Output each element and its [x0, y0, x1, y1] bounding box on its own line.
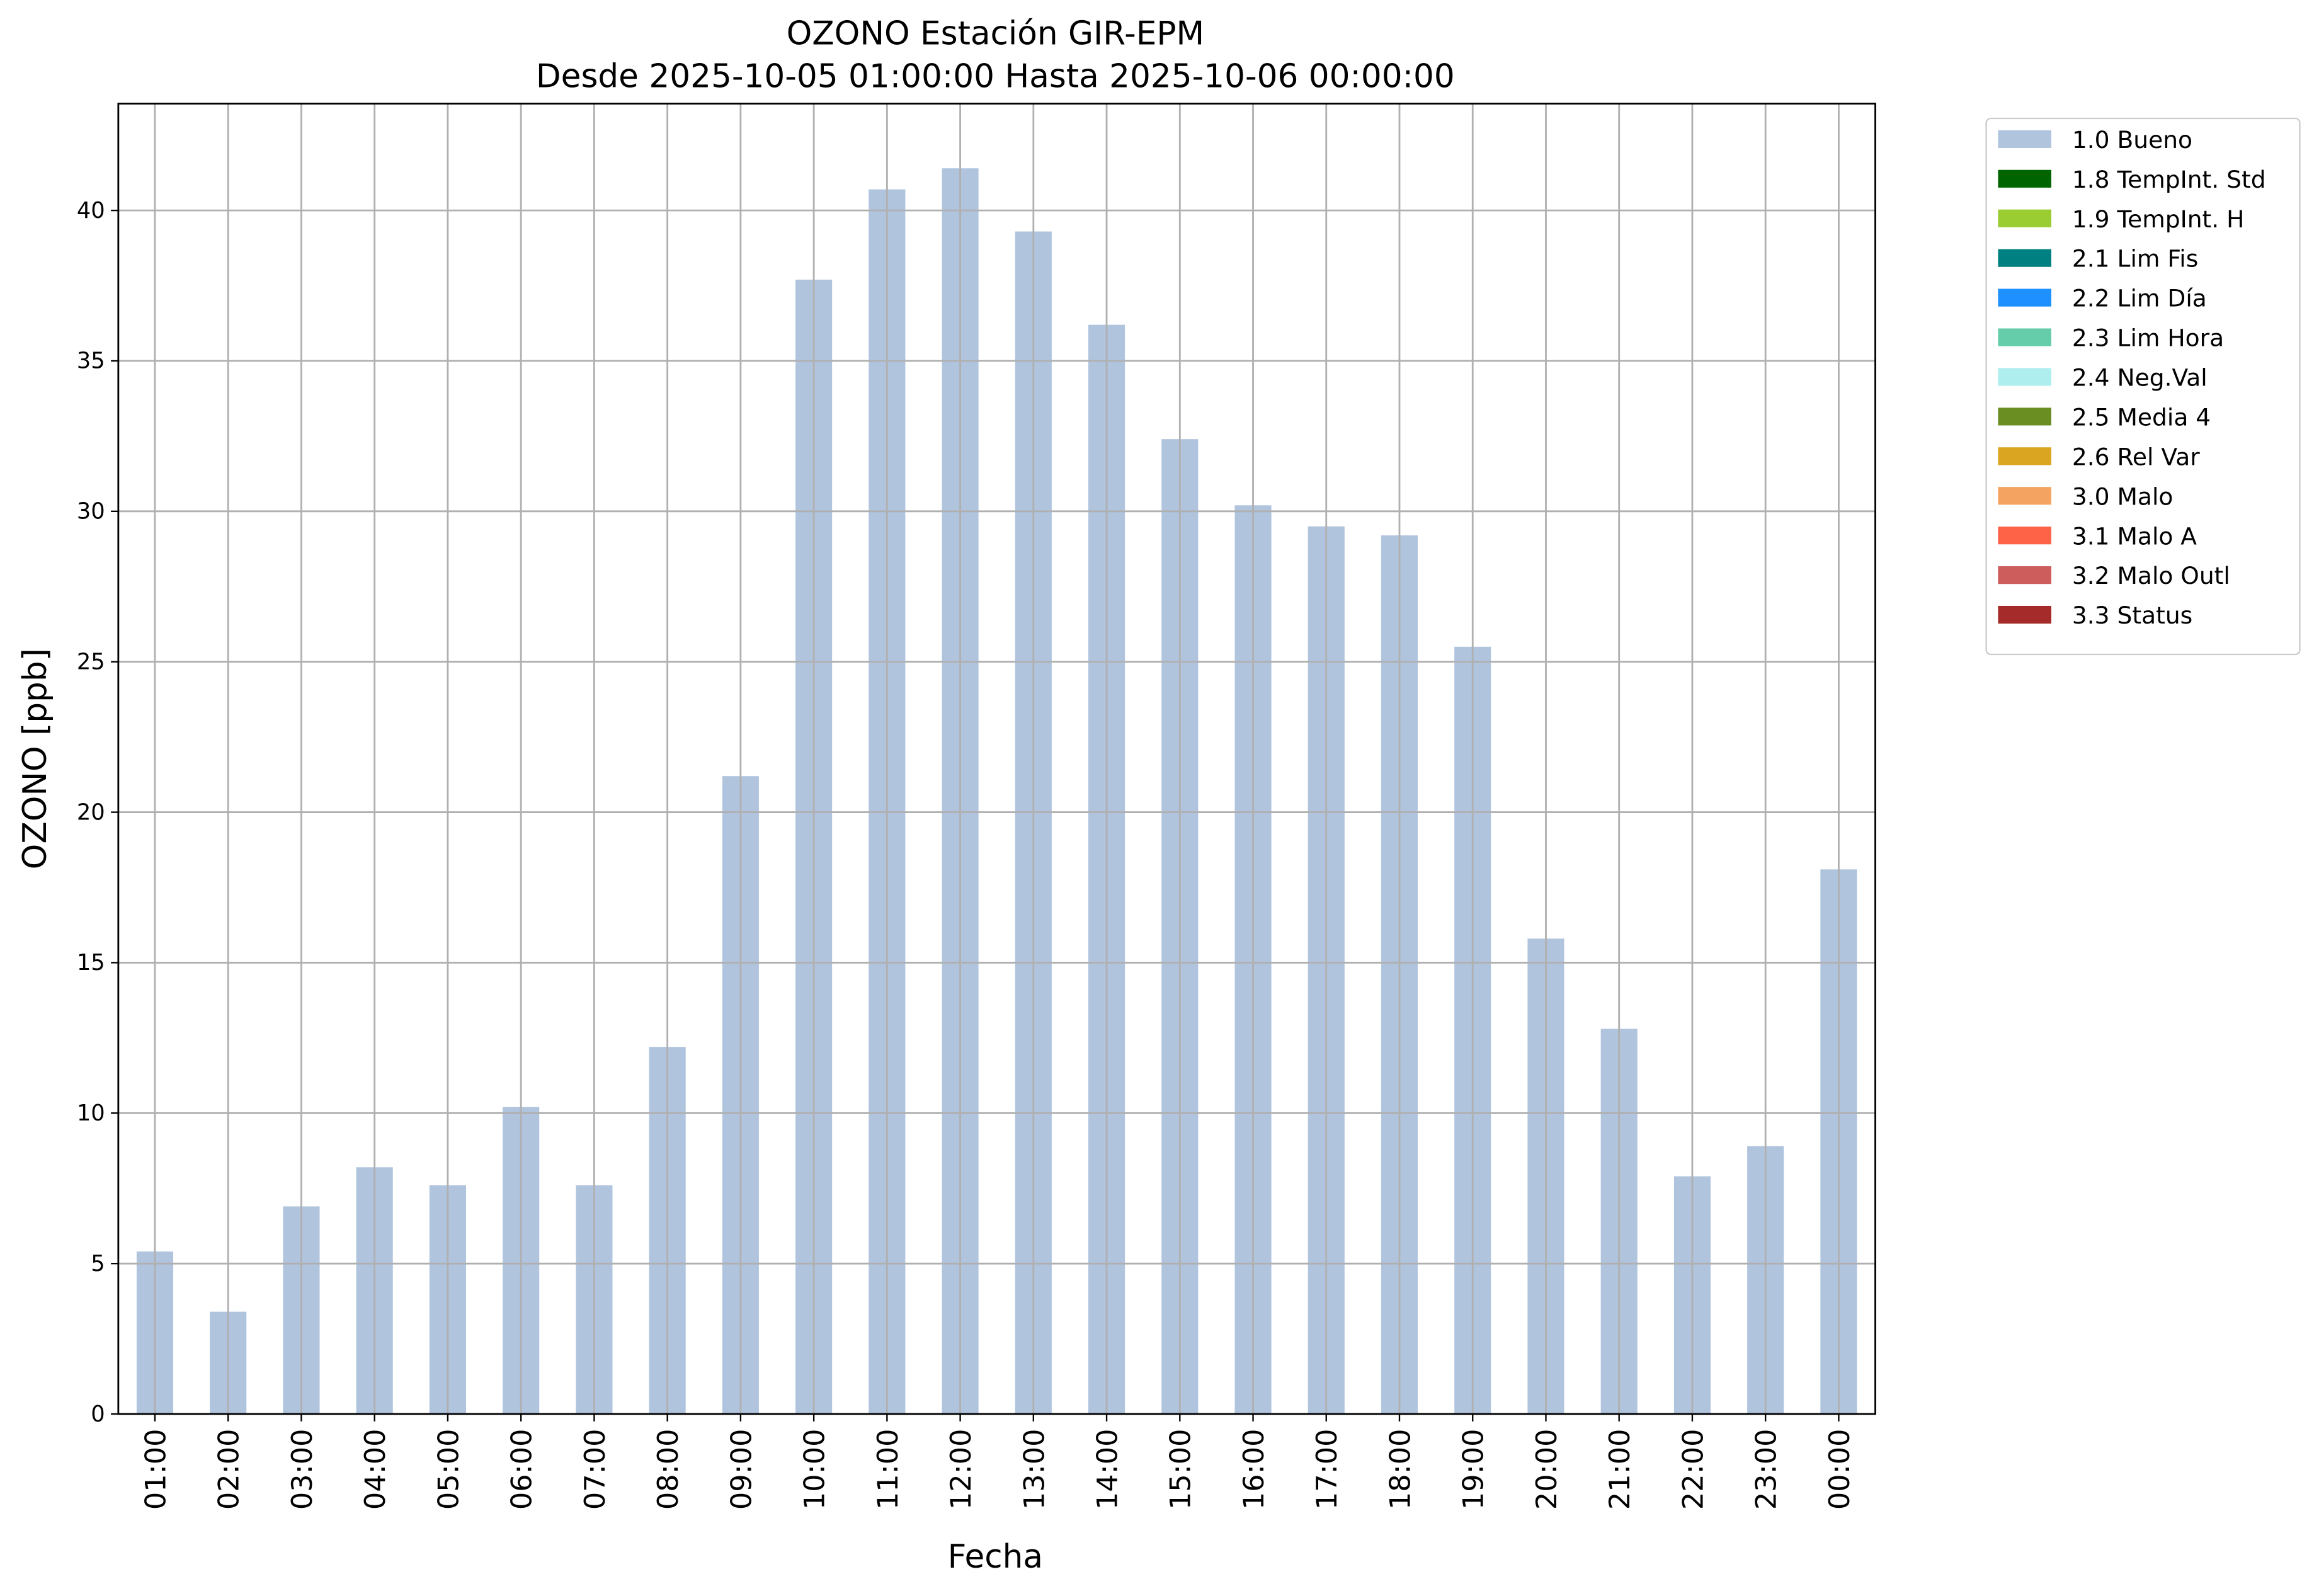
legend-swatch: [1998, 447, 2051, 465]
y-tick-label: 30: [77, 499, 105, 525]
y-tick-label: 25: [77, 649, 105, 675]
y-tick-label: 5: [91, 1251, 105, 1277]
plot-frame: [117, 103, 1876, 1415]
x-tick-label: 06:00: [506, 1429, 538, 1510]
y-tick-label: 15: [77, 950, 105, 976]
x-tick-label: 11:00: [872, 1429, 904, 1510]
x-tick-label: 17:00: [1311, 1429, 1343, 1510]
x-tick-label: 15:00: [1165, 1429, 1197, 1510]
x-axis-label: Fecha: [948, 1538, 1043, 1576]
legend-label: 1.8 TempInt. Std: [2072, 166, 2266, 193]
legend-swatch: [1998, 527, 2051, 545]
x-tick-label: 04:00: [359, 1429, 392, 1510]
legend-swatch: [1998, 487, 2051, 505]
x-tick-label: 14:00: [1091, 1429, 1124, 1510]
legend-box: [1985, 117, 2301, 656]
x-tick-label: 13:00: [1018, 1429, 1051, 1510]
x-tick-label: 08:00: [652, 1429, 685, 1510]
x-tick-label: 21:00: [1604, 1429, 1636, 1510]
y-tick-label: 0: [91, 1401, 105, 1427]
legend-label: 1.9 TempInt. H: [2072, 205, 2245, 233]
x-tick-label: 12:00: [945, 1429, 977, 1510]
legend-label: 2.5 Media 4: [2072, 403, 2211, 431]
x-tick-label: 09:00: [725, 1429, 758, 1510]
x-tick-label: 16:00: [1238, 1429, 1270, 1510]
x-tick-label: 23:00: [1750, 1429, 1783, 1510]
legend-label: 2.2 Lim Día: [2072, 285, 2207, 312]
legend-swatch: [1998, 249, 2051, 267]
x-tick-label: 22:00: [1677, 1429, 1709, 1510]
legend-label: 3.3 Status: [2072, 601, 2192, 629]
x-tick-label: 03:00: [286, 1429, 319, 1510]
y-tick-label: 10: [77, 1100, 105, 1126]
legend-label: 2.4 Neg.Val: [2072, 364, 2208, 392]
legend-label: 2.6 Rel Var: [2072, 443, 2200, 470]
x-tick-label: 20:00: [1530, 1429, 1563, 1510]
legend-label: 1.0 Bueno: [2072, 126, 2192, 154]
chart-subtitle: Desde 2025-10-05 01:00:00 Hasta 2025-10-…: [536, 58, 1455, 96]
chart-title: OZONO Estación GIR-EPM: [787, 15, 1204, 53]
legend-swatch: [1998, 328, 2051, 346]
x-tick-label: 02:00: [213, 1429, 246, 1510]
legend-label: 3.0 Malo: [2072, 482, 2174, 510]
x-tick-label: 00:00: [1823, 1429, 1856, 1510]
legend-swatch: [1998, 209, 2051, 227]
legend-swatch: [1998, 408, 2051, 426]
x-tick-label: 18:00: [1384, 1429, 1416, 1510]
legend-label: 3.1 Malo A: [2072, 522, 2197, 550]
y-tick-label: 40: [77, 198, 105, 224]
legend-label: 3.2 Malo Outl: [2072, 562, 2230, 590]
legend-swatch: [1998, 566, 2051, 584]
x-tick-label: 01:00: [139, 1429, 172, 1510]
y-tick-label: 20: [77, 799, 105, 825]
x-tick-label: 10:00: [799, 1429, 831, 1510]
y-tick-label: 35: [77, 348, 105, 374]
x-tick-label: 19:00: [1457, 1429, 1490, 1510]
legend-swatch: [1998, 288, 2051, 307]
y-axis-label: OZONO [ppb]: [16, 648, 54, 869]
legend-label: 2.1 Lim Fis: [2072, 245, 2198, 273]
x-tick-label: 05:00: [432, 1429, 465, 1510]
legend-swatch: [1998, 368, 2051, 386]
legend-swatch: [1998, 605, 2051, 624]
x-tick-label: 07:00: [579, 1429, 612, 1510]
legend-swatch: [1998, 169, 2051, 188]
legend-swatch: [1998, 130, 2051, 148]
legend-label: 2.3 Lim Hora: [2072, 324, 2224, 352]
